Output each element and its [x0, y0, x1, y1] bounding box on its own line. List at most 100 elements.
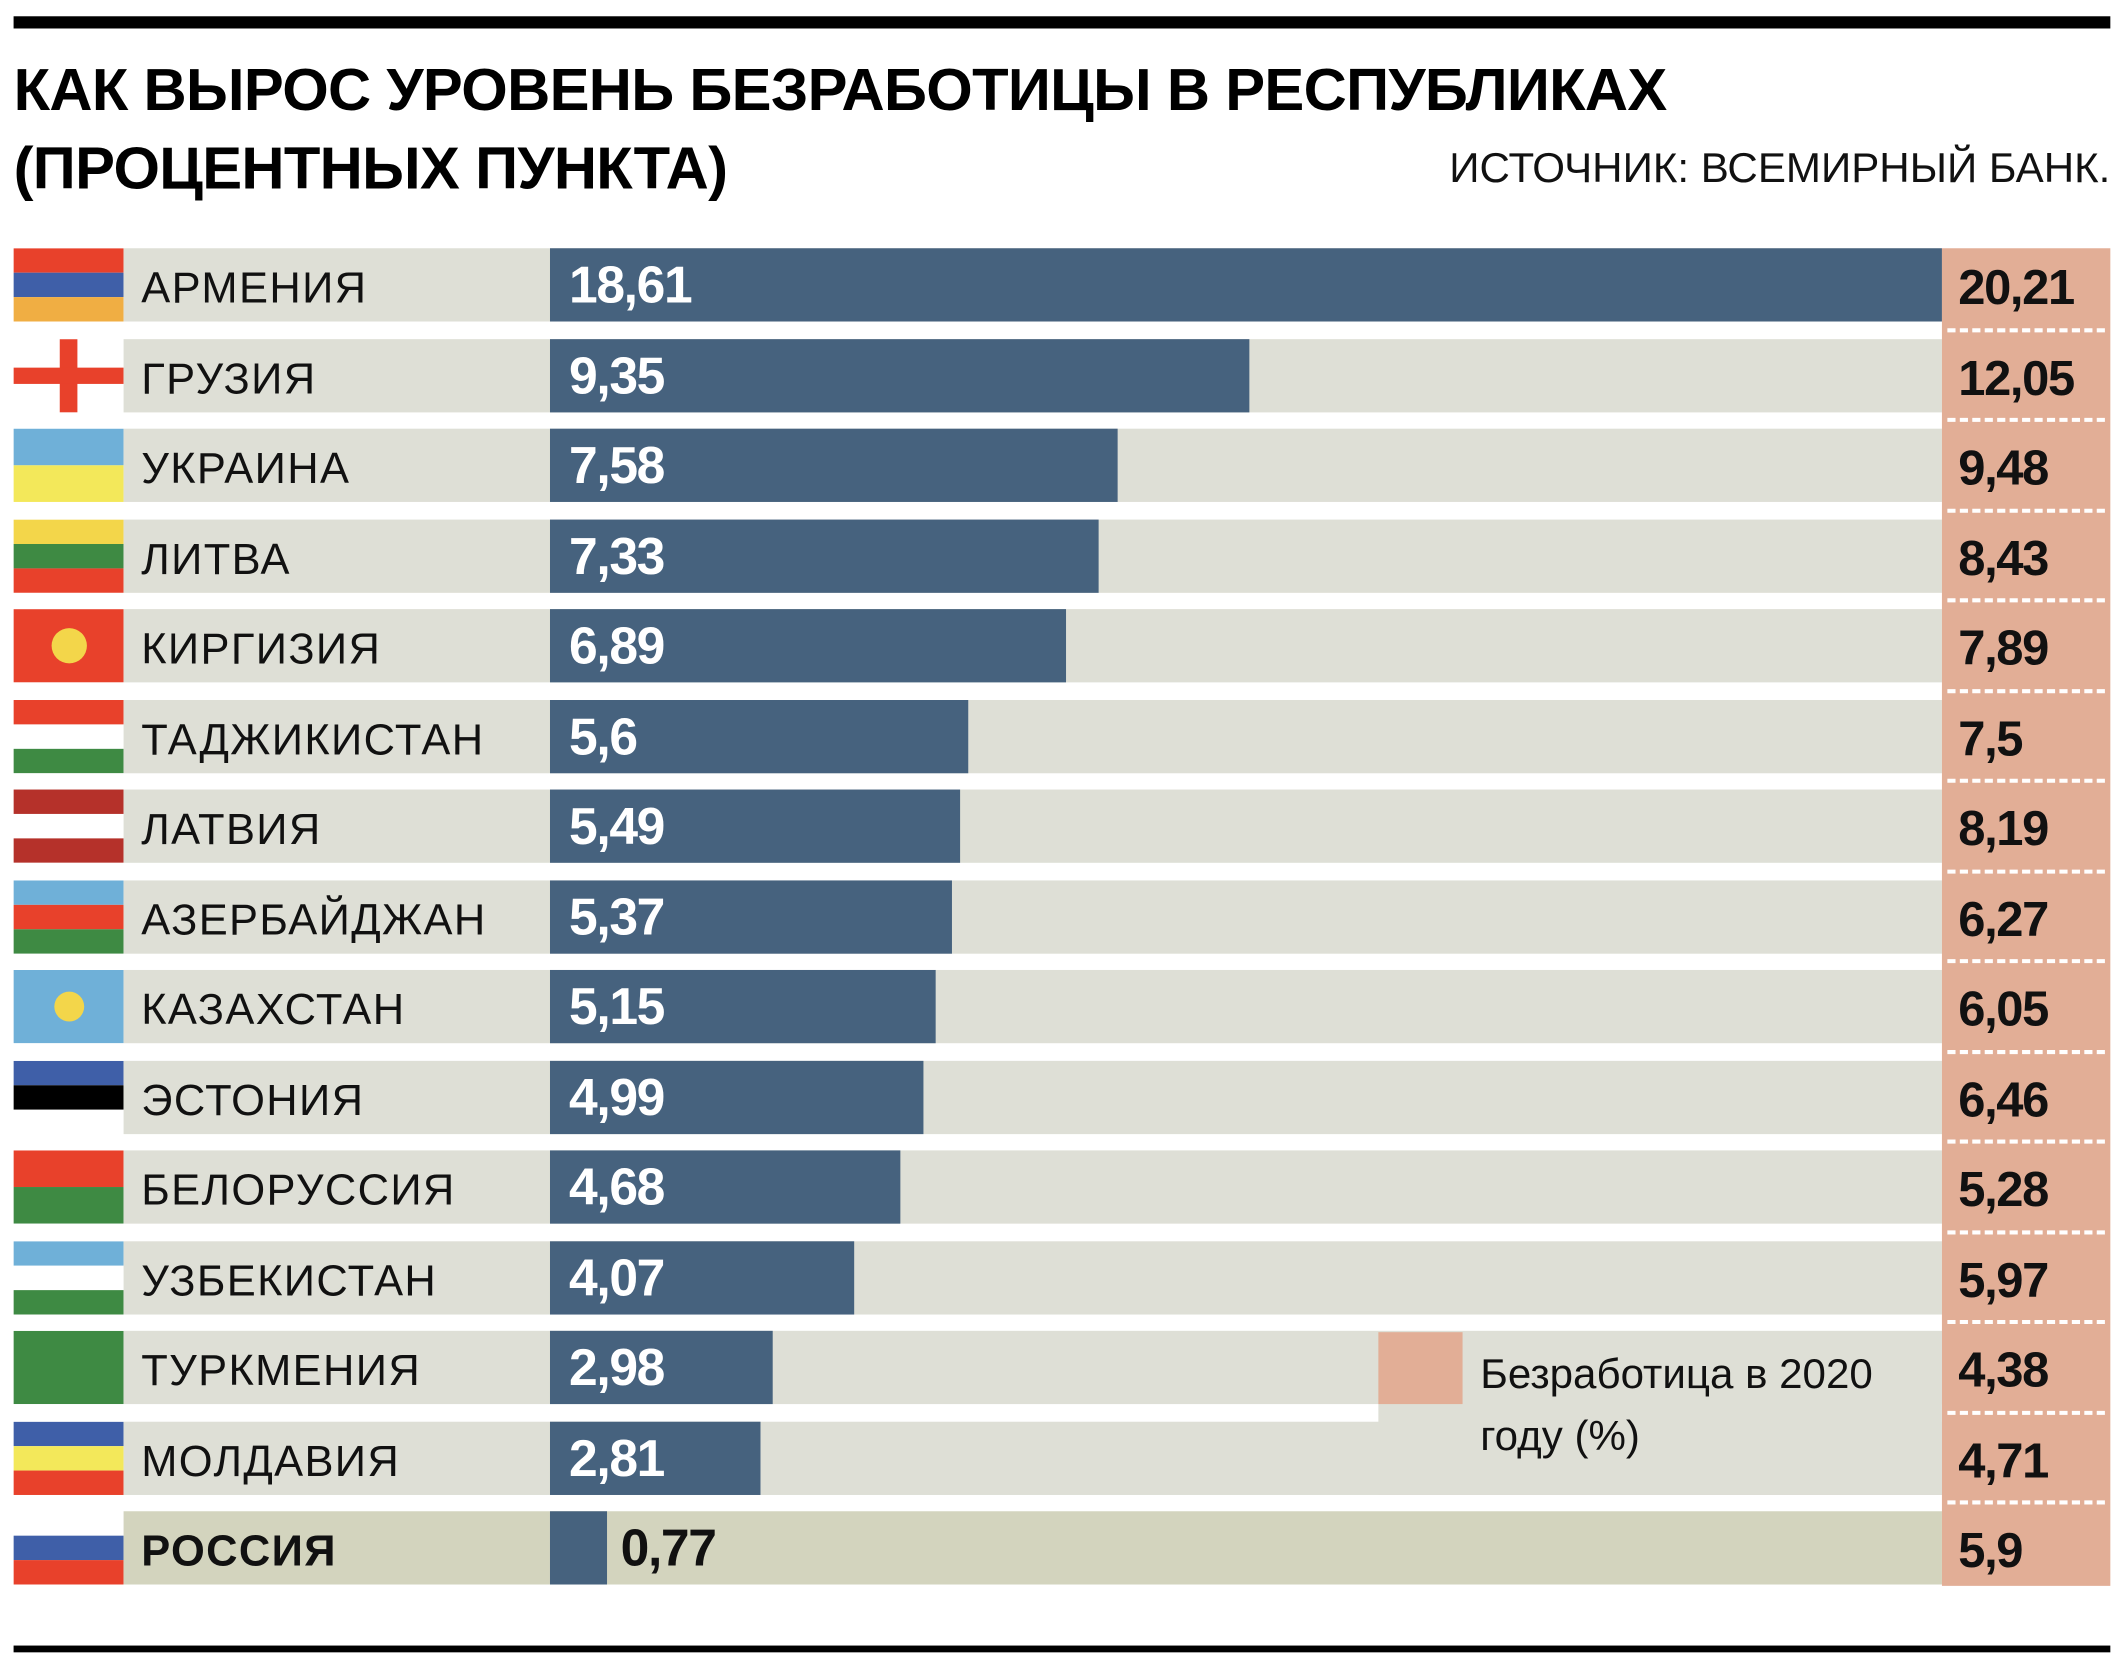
country-label: РОССИЯ [141, 1526, 337, 1576]
bar-track: 5,15 [549, 969, 1942, 1044]
bar-value-label: 9,35 [569, 347, 665, 405]
unemployment-2020-value: 8,19 [1958, 800, 2049, 857]
bar [549, 518, 1099, 593]
flag-icon [13, 879, 124, 954]
country-label: БЕЛОРУССИЯ [141, 1165, 456, 1215]
unemployment-2020-value: 5,9 [1958, 1522, 2023, 1578]
country-label: ЭСТОНИЯ [141, 1075, 365, 1124]
bar [549, 699, 969, 773]
legend-swatch [1378, 1332, 1463, 1405]
country-label-cell: БЕЛОРУССИЯ [123, 1150, 550, 1224]
unemployment-2020-value: 12,05 [1958, 349, 2075, 405]
top-rule [13, 16, 2111, 29]
row-separator [1947, 598, 2105, 603]
bar-row: АРМЕНИЯ 18,61 [13, 248, 1942, 322]
row-separator [1947, 1049, 2105, 1054]
unemployment-2020-value: 7,89 [1958, 619, 2049, 676]
bar-value-label: 7,33 [569, 528, 665, 586]
country-label-cell: КИРГИЗИЯ [123, 609, 550, 683]
country-label: МОЛДАВИЯ [141, 1435, 401, 1485]
row-separator [1947, 508, 2105, 513]
country-label: КАЗАХСТАН [141, 984, 406, 1034]
bar-row: УЗБЕКИСТАН 4,07 [13, 1240, 1942, 1314]
bar-value-label: 7,58 [569, 438, 665, 496]
bar [549, 1330, 773, 1405]
country-label-cell: УКРАИНА [123, 428, 550, 502]
row-separator [1947, 688, 2105, 693]
country-label: ТАДЖИКИСТАН [141, 714, 485, 764]
flag-icon [13, 969, 124, 1044]
unemployment-2020-value: 6,05 [1958, 980, 2049, 1037]
bar [549, 1240, 855, 1314]
unemployment-2020-value: 8,43 [1958, 529, 2049, 586]
bar-track: 5,49 [549, 789, 1942, 863]
row-separator [1947, 1139, 2105, 1144]
bottom-rule [13, 1645, 2111, 1653]
row-separator [1947, 1229, 2105, 1234]
unemployment-2020-value: 20,21 [1958, 259, 2075, 315]
unemployment-2020-value: 4,38 [1958, 1341, 2049, 1398]
bar-row: ЛАТВИЯ 5,49 [13, 789, 1942, 863]
bar-value-label: 4,68 [569, 1159, 665, 1217]
bar-value-label: 4,07 [569, 1250, 665, 1308]
country-label-cell: АРМЕНИЯ [123, 248, 550, 322]
legend: Безработица в 2020 году (%) [1378, 1332, 1942, 1495]
bar-row: ГРУЗИЯ 9,35 [13, 338, 1942, 412]
country-label-cell: ЛАТВИЯ [123, 789, 550, 863]
flag-icon [13, 248, 124, 322]
bar-track: 5,6 [549, 699, 1942, 773]
chart-title: КАК ВЫРОС УРОВЕНЬ БЕЗРАБОТИЦЫ В РЕСПУБЛИ… [13, 52, 1668, 209]
unemployment-2020-column: 20,21 12,05 9,48 8,43 7,89 7,5 8,19 6,27 6,05 6,4… [1941, 248, 2111, 1586]
bar [549, 789, 961, 863]
row-separator [1947, 417, 2105, 422]
bar [549, 1060, 924, 1134]
bar-value-label: 2,98 [569, 1340, 665, 1398]
country-label: УКРАИНА [141, 443, 351, 493]
country-label-cell: ЛИТВА [123, 518, 550, 593]
legend-label: Безработица в 2020 году (%) [1480, 1349, 1873, 1460]
country-label-cell: ТУРКМЕНИЯ [123, 1330, 550, 1405]
country-label: АЗЕРБАЙДЖАН [141, 894, 487, 944]
bar-row: ЭСТОНИЯ 4,99 [13, 1060, 1942, 1134]
bar-track: 7,33 [549, 518, 1942, 593]
unemployment-2020-value: 5,97 [1958, 1251, 2049, 1308]
bar-track: 18,61 [549, 248, 1942, 322]
row-separator [1947, 1319, 2105, 1325]
bar [549, 1511, 608, 1585]
bar-value-label: 5,49 [569, 799, 665, 857]
bar-value-label: 18,61 [569, 257, 693, 315]
bar-row: КАЗАХСТАН 5,15 [13, 969, 1942, 1044]
row-separator [1947, 959, 2105, 964]
row-separator [1947, 778, 2105, 783]
country-label: УЗБЕКИСТАН [141, 1255, 438, 1305]
country-label: КИРГИЗИЯ [141, 624, 382, 673]
bar [549, 248, 1942, 322]
bar [549, 428, 1117, 502]
bar-row: ТАДЖИКИСТАН 5,6 [13, 699, 1942, 773]
country-label: ЛИТВА [141, 533, 291, 583]
bar-track: 4,99 [549, 1060, 1942, 1134]
bar-value-label: 5,15 [569, 979, 665, 1037]
unemployment-2020-value: 7,5 [1958, 710, 2023, 766]
bar-row: АЗЕРБАЙДЖАН 5,37 [13, 879, 1942, 954]
bar-row: ЛИТВА 7,33 [13, 518, 1942, 593]
flag-icon [13, 699, 124, 773]
flag-icon [13, 789, 124, 863]
bar [549, 1150, 901, 1224]
flag-icon [13, 1421, 124, 1495]
bar-track: 5,37 [549, 879, 1942, 954]
bar [549, 879, 952, 954]
title-line-2: (ПРОЦЕНТНЫХ ПУНКТА) [13, 135, 728, 203]
bar-value-label: 5,37 [569, 889, 665, 947]
bar-track: 0,77 [549, 1511, 1942, 1585]
row-separator [1947, 327, 2105, 332]
flag-icon [13, 1511, 124, 1585]
country-label-cell: РОССИЯ [123, 1511, 550, 1585]
bar-track: 4,68 [549, 1150, 1942, 1224]
bar [549, 1421, 761, 1495]
unemployment-2020-value: 9,48 [1958, 439, 2049, 496]
country-label: ЛАТВИЯ [141, 804, 322, 854]
bar [549, 969, 936, 1044]
flag-icon [13, 609, 124, 683]
